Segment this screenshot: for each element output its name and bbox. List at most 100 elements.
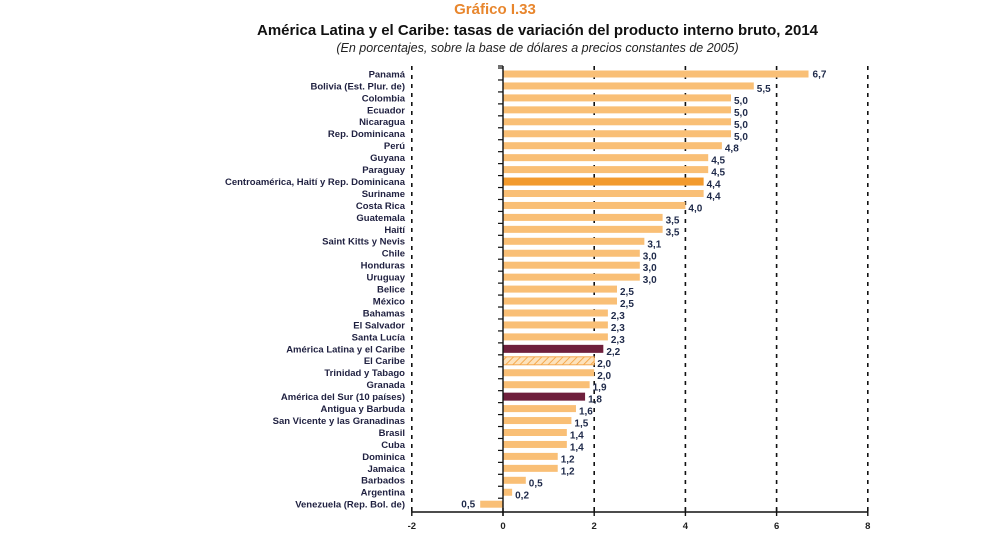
category-label-12: Guatemala — [356, 213, 405, 224]
value-label-2: 5,0 — [734, 96, 748, 107]
category-label-5: Rep. Dominicana — [328, 129, 406, 140]
x-tick-label-8: 8 — [865, 521, 870, 532]
bar-0 — [503, 70, 809, 78]
value-label-1: 5,5 — [757, 84, 771, 95]
value-label-11: 4,0 — [688, 203, 702, 214]
value-label-17: 3,0 — [643, 275, 657, 286]
value-label-4: 5,0 — [734, 120, 748, 131]
category-label-7: Guyana — [370, 153, 406, 164]
value-label-31: 1,4 — [570, 442, 584, 453]
value-label-18: 2,5 — [620, 287, 634, 298]
bar-28 — [503, 405, 576, 413]
value-label-36: 0,5 — [461, 500, 475, 511]
bar-10 — [503, 190, 704, 197]
bar-31 — [503, 440, 567, 448]
bar-18 — [503, 285, 617, 293]
bar-32 — [503, 452, 558, 460]
value-label-25: 2,0 — [597, 371, 611, 382]
category-label-14: Saint Kitts y Nevis — [322, 237, 405, 248]
category-label-24: El Caribe — [364, 356, 405, 367]
bar-2 — [503, 94, 731, 102]
bar-30 — [503, 429, 567, 436]
bar-26 — [503, 381, 590, 389]
value-label-23: 2,2 — [606, 347, 620, 358]
chart-title: América Latina y el Caribe: tasas de var… — [257, 22, 818, 39]
category-label-23: América Latina y el Caribe — [286, 344, 405, 355]
category-label-28: Antigua y Barbuda — [321, 404, 406, 415]
bar-5 — [503, 130, 731, 138]
gridlines — [410, 66, 869, 512]
bar-34 — [503, 476, 526, 484]
bar-17 — [503, 273, 640, 281]
category-label-30: Brasil — [379, 428, 405, 439]
bar-12 — [503, 213, 663, 221]
value-label-16: 3,0 — [643, 263, 657, 274]
bar-1 — [503, 82, 754, 90]
value-label-8: 4,5 — [711, 168, 725, 179]
x-tick-label-4: 4 — [683, 521, 689, 532]
bar-29 — [503, 417, 572, 425]
value-label-13: 3,5 — [666, 227, 680, 238]
x-tick-label--2: -2 — [408, 521, 416, 532]
chart-kicker: Gráfico I.33 — [454, 1, 536, 18]
category-label-4: Nicaragua — [359, 117, 406, 128]
x-axis: -2 0 2 4 6 8 — [408, 65, 870, 532]
category-label-0: Panamá — [369, 69, 406, 80]
category-label-33: Jamaica — [367, 464, 405, 475]
value-label-3: 5,0 — [734, 108, 748, 119]
value-label-0: 6,7 — [813, 70, 827, 81]
category-label-8: Paraguay — [362, 165, 405, 176]
bar-33 — [503, 464, 558, 472]
category-label-15: Chile — [382, 249, 405, 260]
category-label-21: El Salvador — [353, 320, 405, 331]
value-label-28: 1,6 — [579, 407, 593, 418]
category-label-6: Perú — [384, 141, 405, 152]
bar-16 — [503, 261, 640, 269]
category-label-29: San Vicente y las Granadinas — [273, 416, 405, 427]
bar-9 — [503, 177, 704, 186]
value-label-5: 5,0 — [734, 132, 748, 143]
bar-11 — [503, 201, 686, 209]
bar-27 — [503, 392, 586, 401]
value-label-35: 0,2 — [515, 490, 529, 501]
value-label-6: 4,8 — [725, 144, 739, 155]
bar-36 — [480, 500, 503, 508]
category-label-26: Granada — [366, 380, 405, 391]
bar-14 — [503, 237, 645, 245]
value-label-10: 4,4 — [707, 192, 721, 203]
value-label-27: 1,8 — [588, 395, 602, 406]
category-label-1: Bolivia (Est. Plur. de) — [311, 81, 406, 92]
category-label-32: Dominica — [362, 452, 405, 463]
bar-13 — [503, 225, 663, 233]
category-label-19: México — [373, 296, 405, 307]
value-label-22: 2,3 — [611, 335, 625, 346]
bars — [480, 70, 809, 508]
value-labels: 6,75,55,05,05,05,04,84,54,54,44,44,03,53… — [461, 70, 827, 511]
value-label-20: 2,3 — [611, 311, 625, 322]
bar-22 — [503, 333, 608, 341]
category-label-3: Ecuador — [367, 105, 405, 116]
bar-7 — [503, 154, 709, 162]
value-label-7: 4,5 — [711, 156, 725, 167]
category-label-9: Centroamérica, Haití y Rep. Dominicana — [225, 177, 406, 188]
category-label-16: Honduras — [361, 261, 405, 272]
category-label-31: Cuba — [381, 440, 405, 451]
category-label-11: Costa Rica — [356, 201, 406, 212]
x-tick-label-2: 2 — [592, 521, 597, 532]
category-label-2: Colombia — [362, 93, 406, 104]
value-label-26: 1,9 — [593, 383, 607, 394]
bar-20 — [503, 309, 608, 317]
bar-24 — [502, 356, 595, 366]
category-label-13: Haití — [384, 225, 405, 236]
bar-3 — [503, 106, 731, 114]
category-label-25: Trinidad y Tabago — [324, 368, 405, 379]
category-label-36: Venezuela (Rep. Bol. de) — [295, 500, 405, 511]
value-label-14: 3,1 — [647, 239, 661, 250]
bar-19 — [503, 297, 617, 305]
value-label-21: 2,3 — [611, 323, 625, 334]
bar-25 — [503, 369, 595, 377]
value-label-15: 3,0 — [643, 251, 657, 262]
value-label-32: 1,2 — [561, 454, 575, 465]
